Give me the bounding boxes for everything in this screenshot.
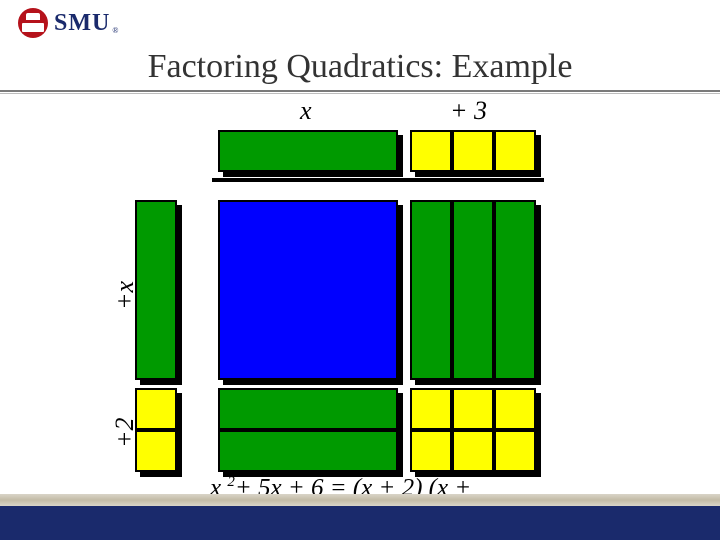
eq-sup: 2	[227, 474, 235, 490]
unit-tile	[452, 430, 494, 472]
label-left-x: +x	[110, 281, 140, 310]
unit-tile	[410, 430, 452, 472]
label-top-3: + 3	[450, 96, 487, 126]
x-tile-vertical	[452, 200, 494, 380]
footer-gradient	[0, 494, 720, 506]
unit-tile	[494, 430, 536, 472]
label-left-2: +2	[110, 417, 140, 448]
top-unit-tile	[494, 130, 536, 172]
x-tile-horizontal	[218, 430, 398, 472]
left-x-bar	[135, 200, 177, 380]
logo-tm: ®	[112, 27, 118, 35]
title-rule-thin	[0, 93, 720, 94]
top-x-bar	[218, 130, 398, 172]
left-unit-tile	[135, 388, 177, 430]
slide-title: Factoring Quadratics: Example	[0, 48, 720, 86]
top-unit-tile	[452, 130, 494, 172]
unit-tile	[494, 388, 536, 430]
x-tile-vertical	[410, 200, 452, 380]
label-top-x: x	[300, 96, 312, 126]
logo-seal-icon	[18, 8, 48, 38]
logo: SMU ®	[18, 8, 118, 38]
left-unit-tile	[135, 430, 177, 472]
x-squared-tile	[218, 200, 398, 380]
title-rule	[0, 90, 720, 92]
x-tile-vertical	[494, 200, 536, 380]
footer-bar	[0, 506, 720, 540]
top-unit-tile	[410, 130, 452, 172]
unit-tile	[410, 388, 452, 430]
x-tile-horizontal	[218, 388, 398, 430]
logo-text: SMU	[54, 11, 110, 35]
unit-tile	[452, 388, 494, 430]
